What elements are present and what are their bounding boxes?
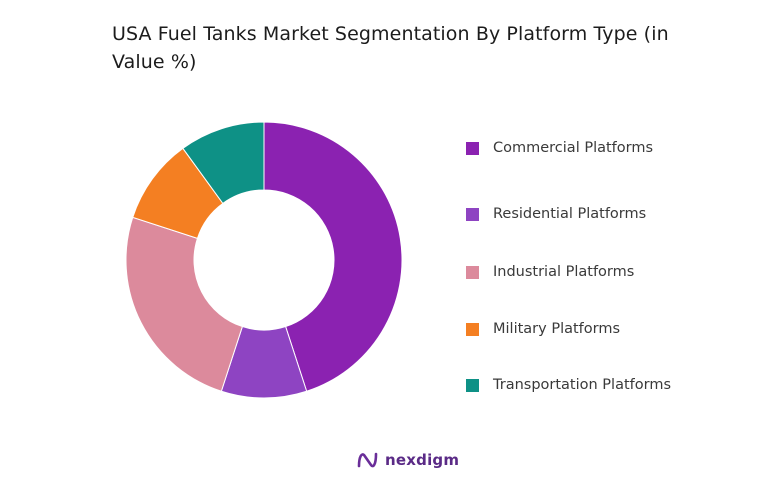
legend-swatch [466, 378, 479, 392]
legend-label: Residential Platforms [493, 206, 647, 222]
legend-swatch [466, 322, 479, 336]
legend-item-commercial-platforms: Commercial Platforms [466, 140, 653, 156]
nexdigm-logo-icon [357, 452, 378, 468]
legend-item-military-platforms: Military Platforms [466, 321, 620, 337]
legend-item-residential-platforms: Residential Platforms [466, 206, 646, 222]
legend-swatch [466, 207, 479, 221]
donut-slice-industrial-platforms [125, 216, 243, 392]
legend-label: Industrial Platforms [493, 264, 635, 280]
chart-title: USA Fuel Tanks Market Segmentation By Pl… [112, 23, 669, 73]
legend-label: Military Platforms [493, 321, 621, 337]
legend-label: Commercial Platforms [493, 140, 654, 156]
brand-name: nexdigm [385, 451, 460, 469]
donut-slice-commercial-platforms [263, 121, 403, 392]
legend-item-industrial-platforms: Industrial Platforms [466, 264, 634, 280]
legend-item-transportation-platforms: Transportation Platforms [466, 377, 671, 393]
donut-slice-transportation-platforms [182, 121, 265, 205]
legend-swatch [466, 265, 479, 279]
legend-swatch [466, 141, 479, 155]
legend-label: Transportation Platforms [493, 377, 672, 393]
brand-logo: nexdigm [356, 450, 459, 470]
